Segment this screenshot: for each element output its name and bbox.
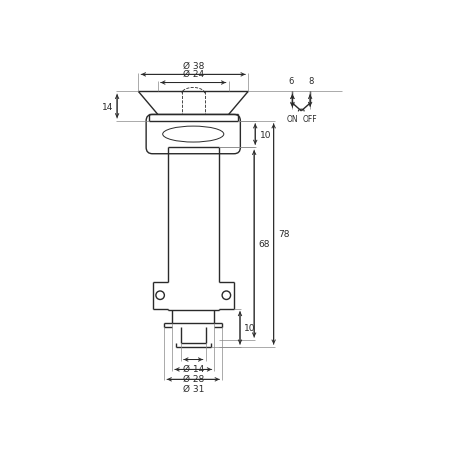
Text: ON: ON [286,115,297,124]
Text: 68: 68 [258,240,269,249]
Text: Ø 24: Ø 24 [182,70,203,79]
Text: OFF: OFF [302,115,317,124]
Text: Ø 31: Ø 31 [182,384,203,393]
Text: Ø 14: Ø 14 [182,364,203,373]
Text: 8: 8 [308,77,313,86]
Text: 6: 6 [287,77,293,86]
Text: 10: 10 [259,130,270,139]
Text: 10: 10 [244,324,255,333]
Text: Ø 38: Ø 38 [182,62,203,71]
Text: 78: 78 [277,230,289,239]
Text: 14: 14 [101,102,112,112]
Text: Ø 28: Ø 28 [182,374,203,383]
